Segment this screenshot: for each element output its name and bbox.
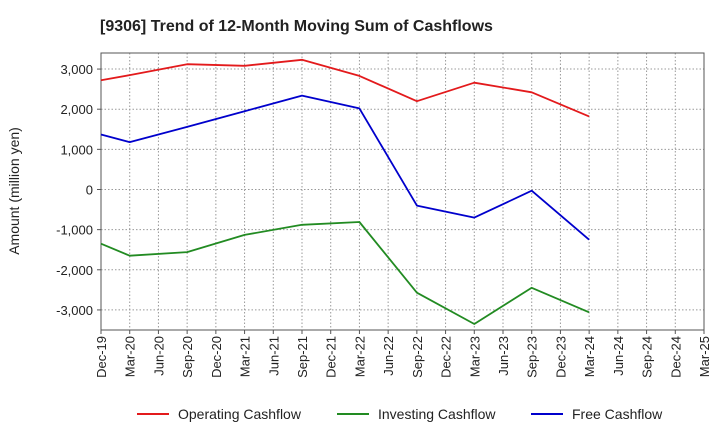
- x-axis-ticks: Dec-19 Mar-20 Jun-20 Sep-20 Dec-20 Mar-21 Jun-…: [94, 330, 712, 378]
- x-tick-label: Sep-21: [295, 336, 310, 378]
- legend-label: Free Cashflow: [572, 406, 663, 422]
- x-tick-label: Mar-22: [352, 336, 367, 377]
- legend: Operating Cashflow Investing Cashflow Free…: [137, 406, 663, 422]
- chart-title: [9306] Trend of 12-Month Moving Sum of C…: [100, 18, 493, 35]
- x-tick-label: Mar-20: [123, 336, 138, 377]
- x-tick-label: Sep-22: [410, 336, 425, 378]
- y-tick-label: -3,000: [56, 303, 93, 318]
- x-tick-label: Dec-22: [439, 336, 454, 378]
- x-tick-label: Mar-25: [697, 336, 712, 377]
- x-tick-label: Mar-24: [582, 336, 597, 377]
- x-tick-label: Jun-22: [381, 336, 396, 376]
- series-line-operating-cashflow: [100, 58, 590, 118]
- x-tick-label: Jun-23: [496, 336, 511, 376]
- x-tick-label: Dec-24: [668, 336, 683, 378]
- x-tick-label: Sep-23: [525, 336, 540, 378]
- legend-label: Operating Cashflow: [178, 406, 302, 422]
- x-tick-label: Sep-20: [180, 336, 195, 378]
- x-tick-label: Dec-20: [209, 336, 224, 378]
- x-tick-label: Dec-23: [553, 336, 568, 378]
- x-tick-label: Jun-24: [611, 336, 626, 376]
- x-tick-label: Sep-24: [640, 336, 655, 378]
- series-line-free-cashflow: [100, 94, 590, 241]
- y-tick-label: 0: [86, 182, 93, 197]
- x-tick-label: Dec-19: [94, 336, 109, 378]
- series-lines: [100, 58, 590, 325]
- plot-area-frame: [100, 52, 705, 331]
- x-tick-label: Dec-21: [324, 336, 339, 378]
- y-tick-label: 2,000: [60, 102, 93, 117]
- grid-lines: [101, 53, 704, 330]
- y-axis-label: Amount (million yen): [6, 127, 22, 255]
- y-tick-label: -2,000: [56, 263, 93, 278]
- legend-label: Investing Cashflow: [378, 406, 496, 422]
- x-tick-label: Jun-20: [151, 336, 166, 376]
- y-axis-ticks: 3,000 2,000 1,000 0 -1,000 -2,000 -3,000: [56, 62, 101, 318]
- y-tick-label: -1,000: [56, 223, 93, 238]
- series-line-investing-cashflow: [100, 221, 590, 325]
- x-tick-label: Jun-21: [266, 336, 281, 376]
- x-tick-label: Mar-21: [238, 336, 253, 377]
- y-tick-label: 1,000: [60, 142, 93, 157]
- x-tick-label: Mar-23: [467, 336, 482, 377]
- y-tick-label: 3,000: [60, 62, 93, 77]
